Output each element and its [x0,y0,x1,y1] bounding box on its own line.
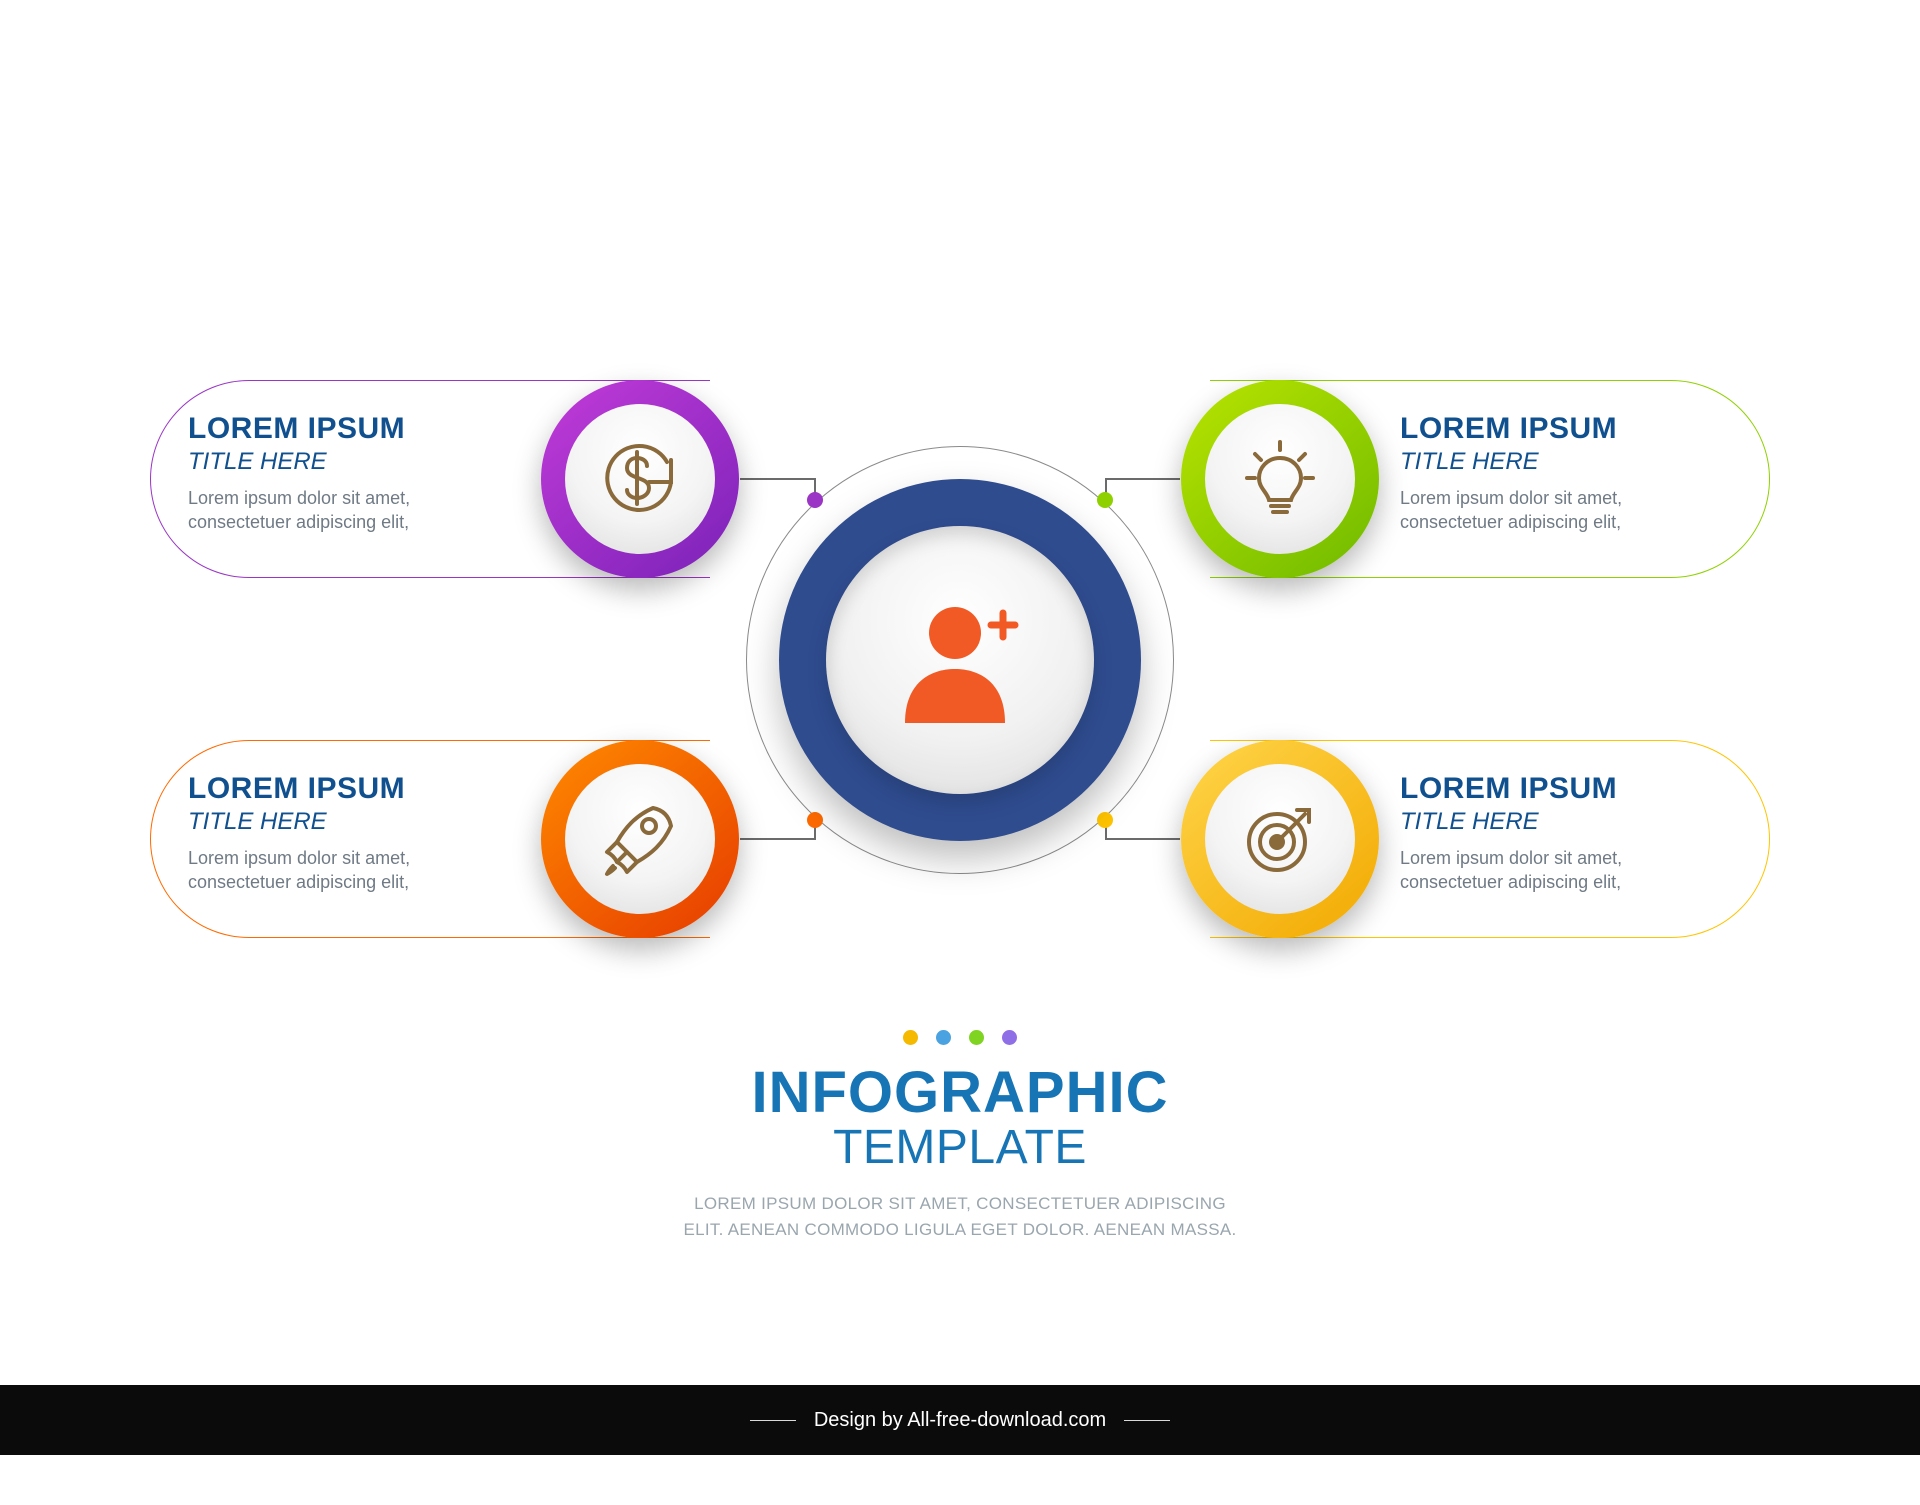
infographic-description: LOREM IPSUM DOLOR SIT AMET, CONSECTETUER… [680,1191,1240,1242]
user-plus-icon [885,595,1035,725]
card-title: LOREM IPSUM [188,772,518,806]
infographic-title: INFOGRAPHIC [0,1059,1920,1126]
card-body: Lorem ipsum dolor sit amet, consectetuer… [188,846,518,895]
center-inner [826,526,1094,794]
card-top-right-inner [1205,404,1355,554]
orbit-dot-tr [1097,492,1113,508]
title-block: INFOGRAPHIC TEMPLATE LOREM IPSUM DOLOR S… [0,1030,1920,1242]
card-top-left-text: LOREM IPSUM TITLE HERE Lorem ipsum dolor… [188,412,518,535]
orbit-dot-bl [807,812,823,828]
footer-rule [1124,1420,1170,1421]
rocket-icon [597,796,683,882]
card-bottom-left-inner [565,764,715,914]
infographic-stage: LOREM IPSUM TITLE HERE Lorem ipsum dolor… [0,0,1920,1505]
card-top-left-inner [565,404,715,554]
title-dot [936,1030,951,1045]
card-title: LOREM IPSUM [1400,412,1730,446]
footer-prefix: Design by [814,1409,907,1431]
card-body: Lorem ipsum dolor sit amet, consectetuer… [1400,486,1730,535]
orbit-dot-tl [807,492,823,508]
footer-link[interactable]: All-free-download.com [907,1409,1106,1431]
title-dot [1002,1030,1017,1045]
title-dot [903,1030,918,1045]
card-subtitle: TITLE HERE [1400,448,1730,476]
card-top-right-text: LOREM IPSUM TITLE HERE Lorem ipsum dolor… [1400,412,1730,535]
infographic-subtitle: TEMPLATE [0,1120,1920,1175]
orbit-dot-br [1097,812,1113,828]
card-title: LOREM IPSUM [188,412,518,446]
card-title: LOREM IPSUM [1400,772,1730,806]
footer-text: Design by All-free-download.com [814,1409,1106,1432]
card-subtitle: TITLE HERE [188,808,518,836]
card-subtitle: TITLE HERE [1400,808,1730,836]
title-dot [969,1030,984,1045]
card-bottom-left-text: LOREM IPSUM TITLE HERE Lorem ipsum dolor… [188,772,518,895]
footer-bar: Design by All-free-download.com [0,1385,1920,1455]
card-body: Lorem ipsum dolor sit amet, consectetuer… [188,486,518,535]
dollar-cycle-icon [597,436,683,522]
target-icon [1237,796,1323,882]
card-subtitle: TITLE HERE [188,448,518,476]
footer-rule [750,1420,796,1421]
card-bottom-right-text: LOREM IPSUM TITLE HERE Lorem ipsum dolor… [1400,772,1730,895]
title-dots [0,1030,1920,1045]
card-body: Lorem ipsum dolor sit amet, consectetuer… [1400,846,1730,895]
card-bottom-right-inner [1205,764,1355,914]
lightbulb-icon [1237,436,1323,522]
